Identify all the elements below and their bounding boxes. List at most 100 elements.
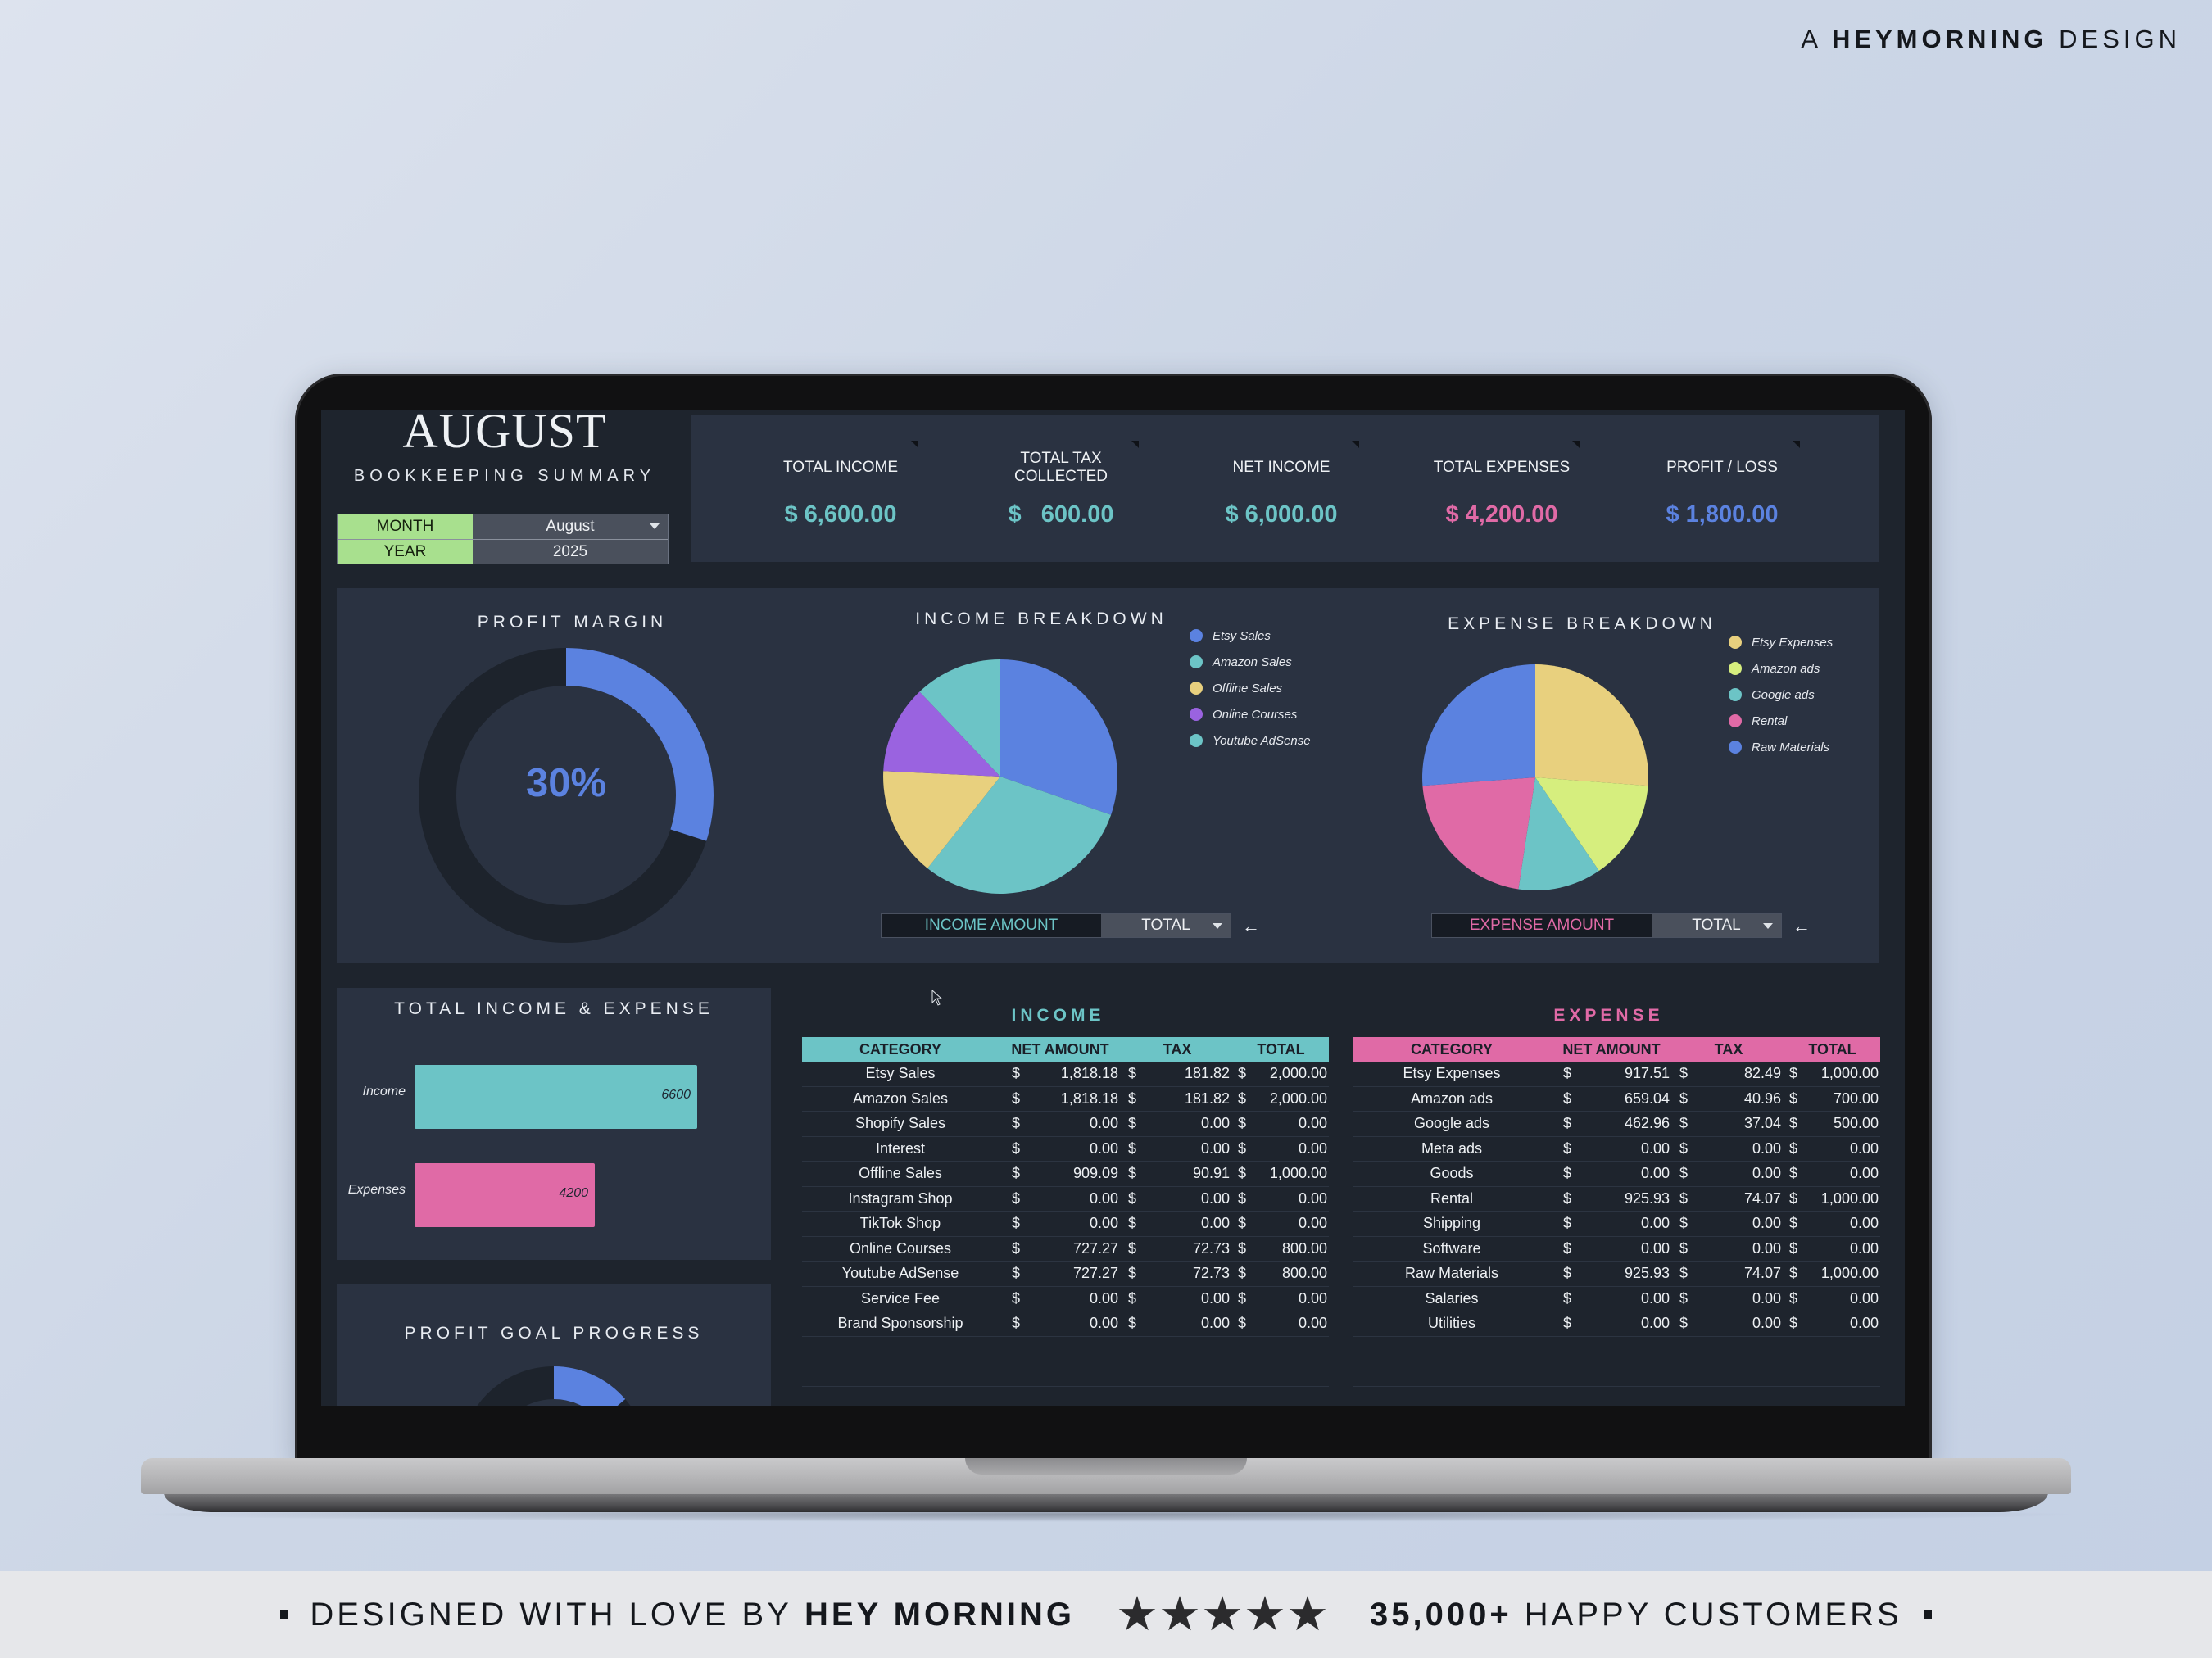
table-row: Raw Materials $925.93 $74.07 $1,000.00 (1353, 1262, 1880, 1287)
amount-value: 0.00 (1849, 1139, 1879, 1157)
income-amount-dropdown[interactable]: TOTAL ← (1101, 914, 1260, 937)
legend-item: Amazon Sales (1190, 649, 1311, 675)
chevron-down-icon[interactable] (1763, 923, 1773, 929)
laptop-base-lip (164, 1493, 2048, 1512)
chevron-down-icon[interactable] (650, 523, 660, 529)
empty-table-row (802, 1337, 1329, 1361)
year-input[interactable]: 2025 (473, 540, 668, 564)
kpi-label: TOTAL EXPENSES (1433, 459, 1571, 476)
kpi-value: $ 600.00 (1008, 501, 1114, 528)
currency-symbol: $ (1238, 1139, 1247, 1157)
currency-symbol: $ (1012, 1115, 1021, 1132)
currency-symbol: $ (1128, 1289, 1137, 1307)
tax-cell: $0.00 (1122, 1315, 1233, 1332)
amount-value: 0.00 (1089, 1215, 1118, 1232)
category-cell: Software (1422, 1239, 1481, 1257)
amount-value: 500.00 (1833, 1115, 1879, 1132)
amount-value: 0.00 (1200, 1289, 1230, 1307)
currency-symbol: $ (1128, 1065, 1137, 1082)
total-cell: $1,000.00 (1233, 1165, 1329, 1182)
total-cell: $2,000.00 (1233, 1090, 1329, 1108)
income-bar: 6600 (415, 1065, 697, 1129)
profit-goal-progress-panel: PROFIT GOAL PROGRESS (337, 1284, 771, 1406)
currency-symbol: $ (1012, 1065, 1021, 1082)
amount-value: 659.04 (1624, 1089, 1670, 1107)
currency-symbol: $ (1789, 1265, 1798, 1282)
currency-symbol: $ (1012, 1189, 1021, 1207)
bullet-icon (280, 1610, 289, 1619)
net-amount-cell: $925.93 (1550, 1190, 1673, 1207)
net-amount-cell: $0.00 (1550, 1140, 1673, 1157)
total-cell: $0.00 (1233, 1115, 1329, 1132)
currency-symbol: $ (1563, 1189, 1572, 1207)
income-pie-chart (883, 659, 1117, 894)
currency-symbol: $ (1789, 1115, 1798, 1132)
amount-value: 0.00 (1752, 1165, 1781, 1182)
chevron-down-icon[interactable] (1213, 923, 1222, 929)
amount-value: 40.96 (1743, 1089, 1781, 1107)
net-amount-cell: $0.00 (1550, 1215, 1673, 1232)
currency-symbol: $ (1012, 1265, 1021, 1282)
brand-tag-brand: HEYMORNING (1831, 25, 2048, 53)
category-cell: Etsy Expenses (1403, 1065, 1501, 1082)
tax-cell: $74.07 (1673, 1265, 1784, 1282)
tax-cell: $0.00 (1122, 1115, 1233, 1132)
expense-pie-chart (1422, 664, 1648, 891)
legend-dot-icon (1190, 734, 1203, 747)
currency-symbol: $ (1238, 1065, 1247, 1082)
category-cell: Goods (1430, 1165, 1474, 1182)
note-indicator-icon (1793, 441, 1800, 448)
amount-value: 0.00 (1298, 1139, 1327, 1157)
charts-row: PROFIT MARGIN 30% INCOME BREAKDOWN Etsy … (337, 588, 1879, 963)
title-block: AUGUST BOOKKEEPING SUMMARY MONTH August … (321, 410, 688, 573)
net-amount-cell: $0.00 (999, 1315, 1122, 1332)
category-cell: Instagram Shop (848, 1189, 953, 1207)
currency-symbol: $ (1238, 1115, 1247, 1132)
table-row: Etsy Sales $1,818.18 $181.82 $2,000.00 (802, 1062, 1329, 1087)
tax-cell: $72.73 (1122, 1240, 1233, 1257)
note-indicator-icon (1352, 441, 1359, 448)
period-selector: MONTH August YEAR 2025 (337, 514, 669, 564)
banner-brand: HEY MORNING (805, 1596, 1075, 1633)
amount-value: 0.00 (1752, 1315, 1781, 1332)
amount-value: 0.00 (1640, 1239, 1670, 1257)
amount-value: 1,818.18 (1060, 1065, 1118, 1082)
month-dropdown[interactable]: August (473, 514, 668, 539)
legend-item: Google ads (1729, 682, 1833, 708)
dashboard-screen: AUGUST BOOKKEEPING SUMMARY MONTH August … (321, 410, 1905, 1406)
currency-symbol: $ (1012, 1139, 1021, 1157)
legend-item: Etsy Expenses (1729, 629, 1833, 655)
currency-symbol: $ (1012, 1165, 1021, 1182)
amount-value: 90.91 (1192, 1165, 1230, 1182)
amount-value: 181.82 (1184, 1065, 1230, 1082)
total-cell: $1,000.00 (1784, 1065, 1880, 1082)
bar-category-income: Income (362, 1085, 406, 1099)
legend-item: Youtube AdSense (1190, 727, 1311, 754)
amount-value: 72.73 (1192, 1239, 1230, 1257)
amount-value: 0.00 (1298, 1289, 1327, 1307)
net-amount-cell: $925.93 (1550, 1265, 1673, 1282)
net-amount-cell: $917.51 (1550, 1065, 1673, 1082)
income-legend: Etsy Sales Amazon Sales Offline Sales On… (1190, 623, 1311, 754)
profit-margin-donut (419, 648, 714, 943)
note-indicator-icon (1572, 441, 1580, 448)
income-table-title: INCOME (1011, 1006, 1105, 1025)
tax-cell: $0.00 (1122, 1215, 1233, 1232)
expense-table-body: Etsy Expenses $917.51 $82.49 $1,000.00 Amazo… (1353, 1062, 1880, 1387)
total-cell: $800.00 (1233, 1240, 1329, 1257)
amount-value: 917.51 (1624, 1065, 1670, 1082)
expense-amount-dropdown[interactable]: TOTAL ← (1652, 914, 1811, 937)
empty-table-row (1353, 1337, 1880, 1361)
amount-value: 82.49 (1743, 1065, 1781, 1082)
currency-symbol: $ (1563, 1239, 1572, 1257)
category-cell: Service Fee (860, 1289, 941, 1307)
star-icon: ★ (1285, 1588, 1329, 1641)
category-cell: Raw Materials (1404, 1265, 1499, 1282)
totals-chart-title: TOTAL INCOME & EXPENSE (394, 999, 714, 1018)
table-row: Brand Sponsorship $0.00 $0.00 $0.00 (802, 1311, 1329, 1337)
kpi-label: TOTAL TAX COLLECTED (1013, 450, 1108, 485)
expenses-bar: 4200 (415, 1163, 595, 1227)
amount-value: 0.00 (1089, 1115, 1118, 1132)
total-cell: $0.00 (1233, 1290, 1329, 1307)
currency-symbol: $ (1789, 1239, 1798, 1257)
